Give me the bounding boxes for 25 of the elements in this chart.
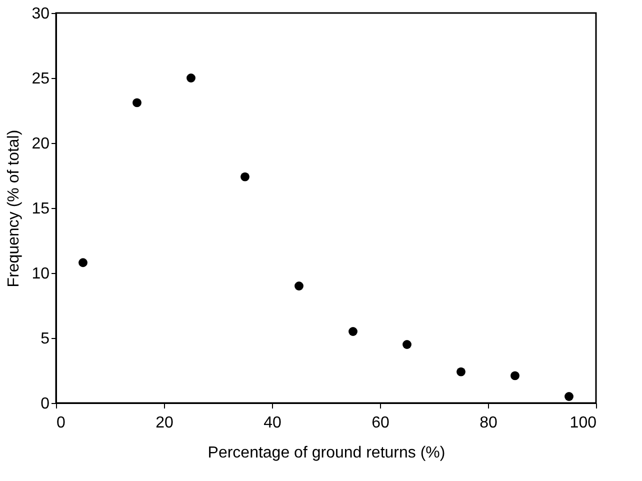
point [564,392,574,401]
y-tick-label: 20 [32,136,50,152]
x-tick-label: 0 [56,414,66,432]
x-tick-label: 100 [570,414,597,432]
x-axis-title: Percentage of ground returns (%) [208,444,446,462]
y-tick-label: 0 [40,396,50,412]
y-tick-label: 30 [32,6,50,22]
point [510,371,520,380]
y-tick-label: 10 [32,266,50,282]
x-tick-label: 40 [264,414,282,432]
y-tick-label: 25 [32,70,50,88]
point [186,74,196,82]
point [132,98,142,108]
point [348,327,358,336]
point [294,282,304,290]
y-tick-label: 15 [32,200,50,218]
point [456,367,466,376]
point [240,172,250,182]
x-tick-label: 20 [156,414,174,432]
y-axis-title: Frequency (% of total) [6,130,23,288]
point [402,340,412,349]
y-tick-label: 5 [40,330,50,348]
x-tick-label: 80 [480,414,498,432]
point [78,258,88,268]
x-tick-label: 60 [372,414,390,432]
